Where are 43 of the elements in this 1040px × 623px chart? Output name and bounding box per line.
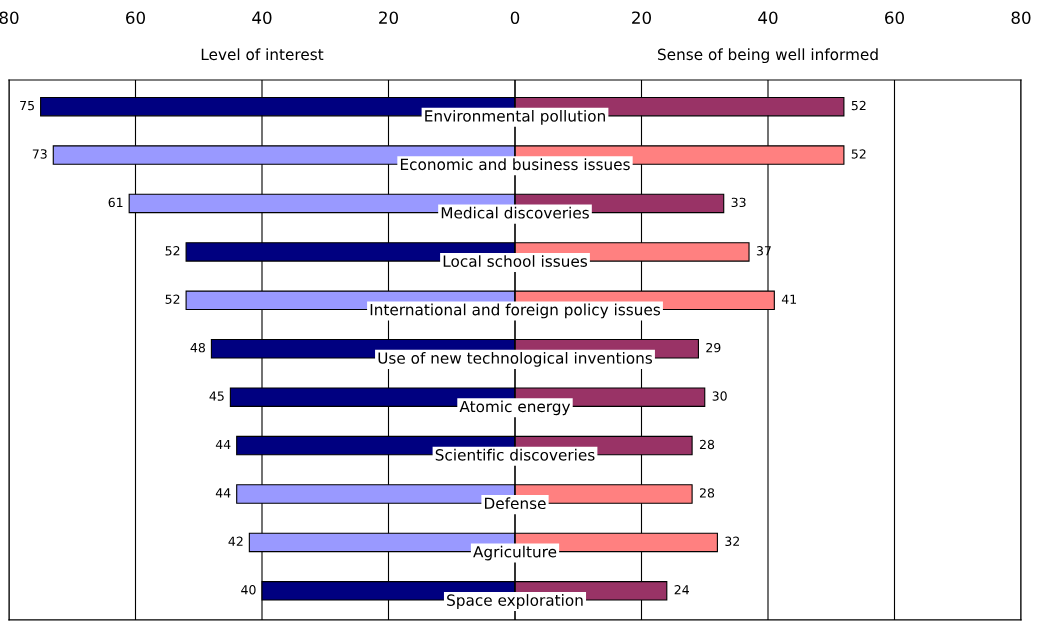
x-tick-label: 20 xyxy=(379,11,398,24)
data-label: 33 xyxy=(731,197,746,208)
data-label: 52 xyxy=(165,294,180,304)
data-label: 32 xyxy=(725,536,739,547)
data-label: 24 xyxy=(674,585,689,595)
y-tick-label: Space exploration xyxy=(447,594,583,609)
y-tick-label: International and foreign policy issues xyxy=(370,303,661,319)
text: Level of interest xyxy=(201,48,324,61)
data-label: 42 xyxy=(228,536,243,546)
y-tick-label: Local school issues xyxy=(443,255,587,267)
data-label: 44 xyxy=(215,488,231,498)
data-label: 52 xyxy=(165,246,180,256)
data-label: 61 xyxy=(108,197,123,208)
data-label: 30 xyxy=(712,391,727,401)
x-tick-label: 60 xyxy=(885,11,904,24)
y-tick-label: Economic and business issues xyxy=(400,158,630,171)
data-label: 44 xyxy=(215,439,231,450)
data-label: 45 xyxy=(209,391,224,401)
data-label: 29 xyxy=(706,342,721,353)
y-tick-label: Atomic energy xyxy=(459,400,571,416)
x-tick-label: 40 xyxy=(252,11,272,24)
x-tick-label: 80 xyxy=(1011,11,1031,24)
y-tick-label: Environmental pollution xyxy=(425,109,605,125)
x-tick-label: 20 xyxy=(632,11,651,24)
data-label: 28 xyxy=(699,488,715,498)
data-label: 75 xyxy=(20,100,34,111)
data-label: 41 xyxy=(781,294,797,304)
data-label: 28 xyxy=(699,439,715,450)
data-label: 48 xyxy=(190,342,205,353)
data-label: 40 xyxy=(241,585,256,595)
text: Sense of being well informed xyxy=(657,48,878,64)
y-tick-label: Scientific discoveries xyxy=(435,448,595,461)
y-tick-label: Defense xyxy=(485,497,546,510)
x-tick-label: 60 xyxy=(126,11,145,24)
data-label: 52 xyxy=(851,100,866,111)
x-tick-label: 80 xyxy=(0,11,19,24)
x-tick-label: 0 xyxy=(510,11,520,24)
x-tick-label: 40 xyxy=(758,11,778,24)
data-label: 73 xyxy=(32,149,47,159)
y-tick-label: Use of new technological inventions xyxy=(378,351,653,367)
data-label: 52 xyxy=(851,149,866,159)
y-tick-label: Agriculture xyxy=(473,545,557,561)
y-tick-label: Medical discoveries xyxy=(441,206,589,219)
